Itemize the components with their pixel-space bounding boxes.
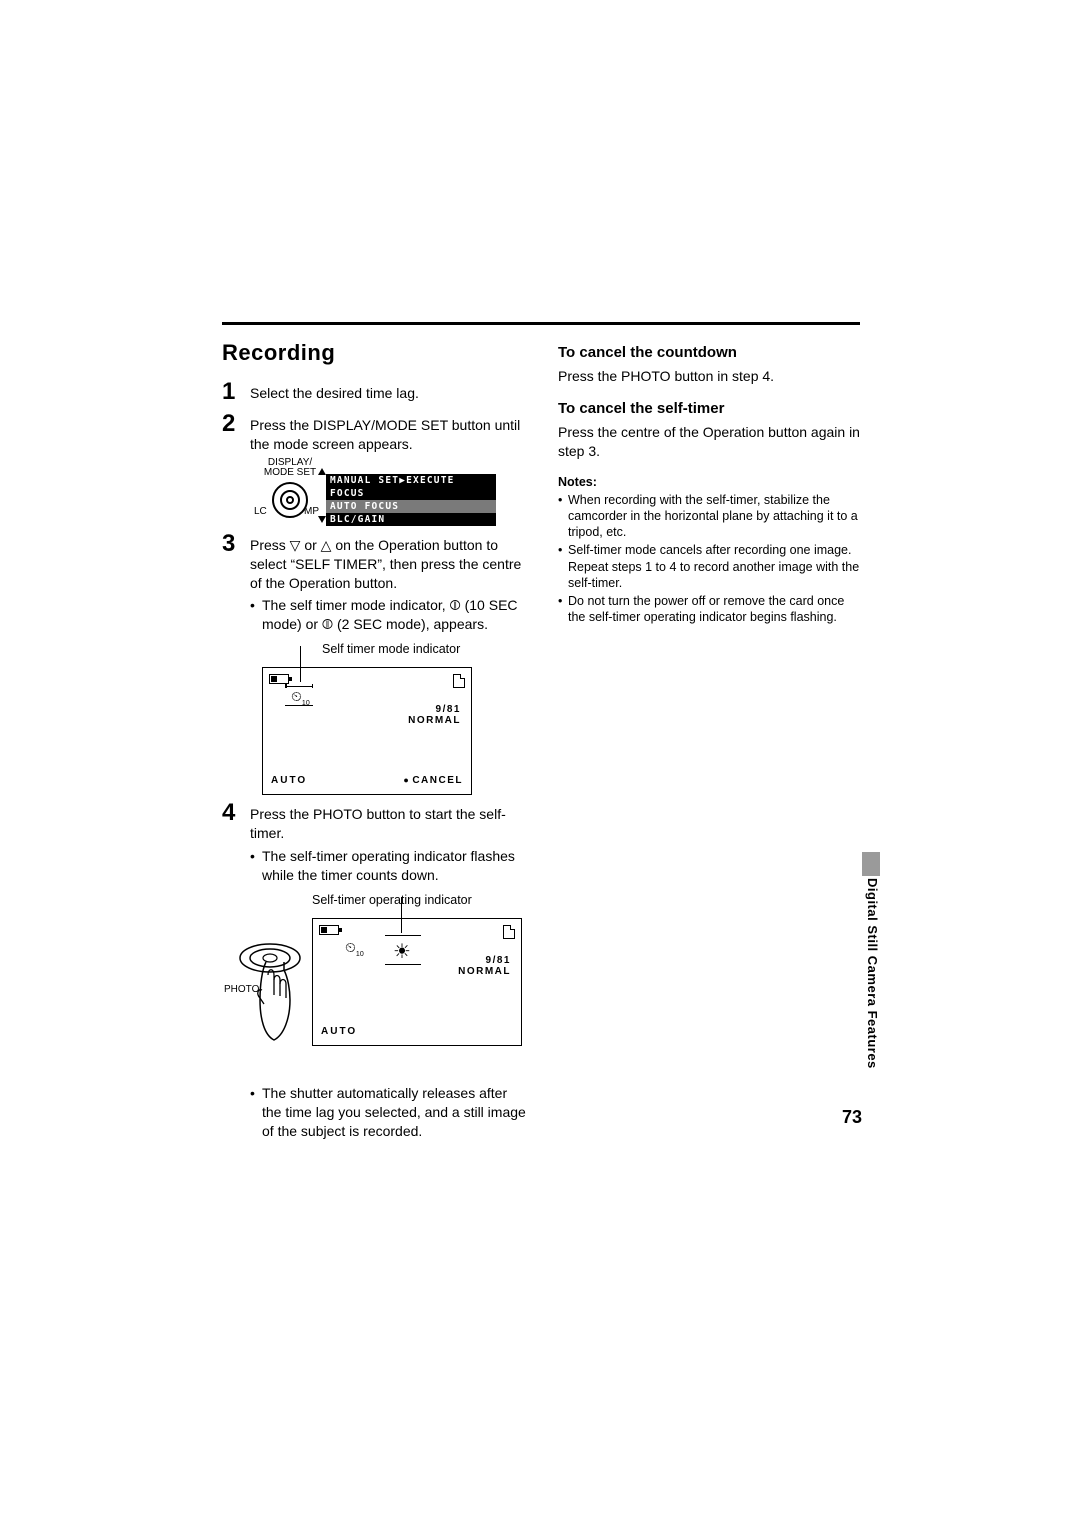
right-column: To cancel the countdown Press the PHOTO … bbox=[558, 340, 862, 1140]
page-number: 73 bbox=[842, 1107, 862, 1128]
notes-heading: Notes: bbox=[558, 475, 862, 489]
self-timer-icon: ⏲10 bbox=[345, 939, 364, 958]
note-text: Do not turn the power off or remove the … bbox=[568, 593, 862, 626]
flash-indicator-icon: ☀ bbox=[393, 939, 411, 964]
step-number: 3 bbox=[222, 532, 250, 634]
step-sub-text: The shutter automatically releases after… bbox=[262, 1084, 526, 1141]
step-sub-bullet: • The self timer mode indicator, ⦷ (10 S… bbox=[250, 596, 526, 634]
quality-mode: NORMAL bbox=[408, 715, 461, 726]
menu-line-selected: AUTO FOCUS bbox=[326, 500, 496, 513]
step-text: Press the PHOTO button to start the self… bbox=[250, 805, 526, 843]
hand-press-icon bbox=[222, 940, 312, 1050]
step-3: 3 Press ▽ or △ on the Operation button t… bbox=[222, 532, 526, 634]
mp-label: MP bbox=[304, 506, 319, 517]
two-column-layout: Recording 1 Select the desired time lag.… bbox=[222, 340, 862, 1140]
paragraph: Press the PHOTO button in step 4. bbox=[558, 367, 862, 386]
bullet-icon: • bbox=[558, 542, 568, 591]
lcd-screen: ⏲10 ☀ 9/81 NORMAL AUTO bbox=[312, 918, 522, 1046]
figure-caption: Self-timer operating indicator bbox=[262, 893, 526, 908]
lcd-figure-1: ⏲10 9/81 NORMAL AUTO CANCEL bbox=[262, 667, 526, 795]
menu-line: FOCUS bbox=[326, 487, 496, 500]
left-column: Recording 1 Select the desired time lag.… bbox=[222, 340, 526, 1140]
subheading: To cancel the countdown bbox=[558, 344, 862, 361]
step-body: Press the PHOTO button to start the self… bbox=[250, 801, 526, 885]
frame-count: 9/81 bbox=[458, 955, 511, 966]
step-sub-bullet: • The shutter automatically releases aft… bbox=[250, 1084, 526, 1141]
step-number: 4 bbox=[222, 801, 250, 885]
card-icon bbox=[453, 674, 465, 688]
step-text: Press the DISPLAY/MODE SET button until … bbox=[250, 412, 526, 454]
photo-button-figure: PHOTO ⏲10 bbox=[222, 918, 526, 1078]
bullet-icon: • bbox=[558, 593, 568, 626]
battery-icon bbox=[269, 674, 289, 684]
counter-readout: 9/81 NORMAL bbox=[458, 955, 511, 977]
card-icon bbox=[503, 925, 515, 939]
step-number: 2 bbox=[222, 412, 250, 454]
step-sub-text: The self-timer operating indicator flash… bbox=[262, 847, 526, 885]
step-4: 4 Press the PHOTO button to start the se… bbox=[222, 801, 526, 885]
auto-label: AUTO bbox=[271, 775, 307, 786]
step-body: Press ▽ or △ on the Operation button to … bbox=[250, 532, 526, 634]
step-2: 2 Press the DISPLAY/MODE SET button unti… bbox=[222, 412, 526, 454]
menu-line: BLC/GAIN bbox=[326, 513, 496, 526]
bullet-icon: • bbox=[558, 492, 568, 541]
tab-label: Digital Still Camera Features bbox=[865, 878, 880, 1069]
manual-page: Recording 1 Select the desired time lag.… bbox=[0, 0, 1080, 1528]
step-sub-text: The self timer mode indicator, ⦷ (10 SEC… bbox=[262, 596, 526, 634]
notes-list: •When recording with the self-timer, sta… bbox=[558, 492, 862, 626]
lcd-screen: ⏲10 9/81 NORMAL AUTO CANCEL bbox=[262, 667, 472, 795]
bullet-icon: • bbox=[250, 596, 262, 634]
quality-mode: NORMAL bbox=[458, 966, 511, 977]
self-timer-icon: ⏲10 bbox=[291, 688, 310, 707]
step-text: Select the desired time lag. bbox=[250, 380, 419, 404]
battery-icon bbox=[319, 925, 339, 935]
paragraph: Press the centre of the Operation button… bbox=[558, 423, 862, 461]
auto-label: AUTO bbox=[321, 1026, 357, 1037]
note-item: •Do not turn the power off or remove the… bbox=[558, 593, 862, 626]
bullet-icon: • bbox=[250, 1084, 262, 1141]
osd-menu: MANUAL SET▶EXECUTE FOCUS AUTO FOCUS BLC/… bbox=[326, 474, 496, 526]
section-tab: Digital Still Camera Features bbox=[862, 870, 880, 1130]
cancel-label: CANCEL bbox=[403, 775, 463, 786]
mode-dial-icon bbox=[272, 482, 308, 518]
figure-caption: Self timer mode indicator bbox=[262, 642, 526, 657]
note-text: Self-timer mode cancels after recording … bbox=[568, 542, 862, 591]
down-triangle-icon bbox=[318, 516, 326, 523]
note-item: •Self-timer mode cancels after recording… bbox=[558, 542, 862, 591]
lcd-figure-2: ⏲10 ☀ 9/81 NORMAL AUTO bbox=[312, 918, 522, 1046]
dial-label: DISPLAY/ MODE SET bbox=[262, 458, 318, 479]
counter-readout: 9/81 NORMAL bbox=[408, 704, 461, 726]
step-number: 1 bbox=[222, 380, 250, 404]
step-sub-bullet: • The self-timer operating indicator fla… bbox=[250, 847, 526, 885]
callout-line bbox=[401, 897, 402, 933]
top-rule bbox=[222, 322, 860, 325]
lc-label: LC bbox=[254, 506, 267, 517]
note-text: When recording with the self-timer, stab… bbox=[568, 492, 862, 541]
mode-set-figure: DISPLAY/ MODE SET LC MP MANUAL SET▶EXECU… bbox=[262, 462, 502, 526]
bullet-icon: • bbox=[250, 847, 262, 885]
step-text: Press ▽ or △ on the Operation button to … bbox=[250, 536, 526, 593]
frame-count: 9/81 bbox=[408, 704, 461, 715]
note-item: •When recording with the self-timer, sta… bbox=[558, 492, 862, 541]
subheading: To cancel the self-timer bbox=[558, 400, 862, 417]
menu-line: MANUAL SET▶EXECUTE bbox=[326, 474, 496, 487]
step-4-continued: • The shutter automatically releases aft… bbox=[250, 1084, 526, 1141]
step-1: 1 Select the desired time lag. bbox=[222, 380, 526, 404]
up-triangle-icon bbox=[318, 468, 326, 475]
section-heading: Recording bbox=[222, 340, 526, 366]
tab-marker bbox=[862, 852, 880, 876]
callout-line bbox=[300, 646, 301, 682]
